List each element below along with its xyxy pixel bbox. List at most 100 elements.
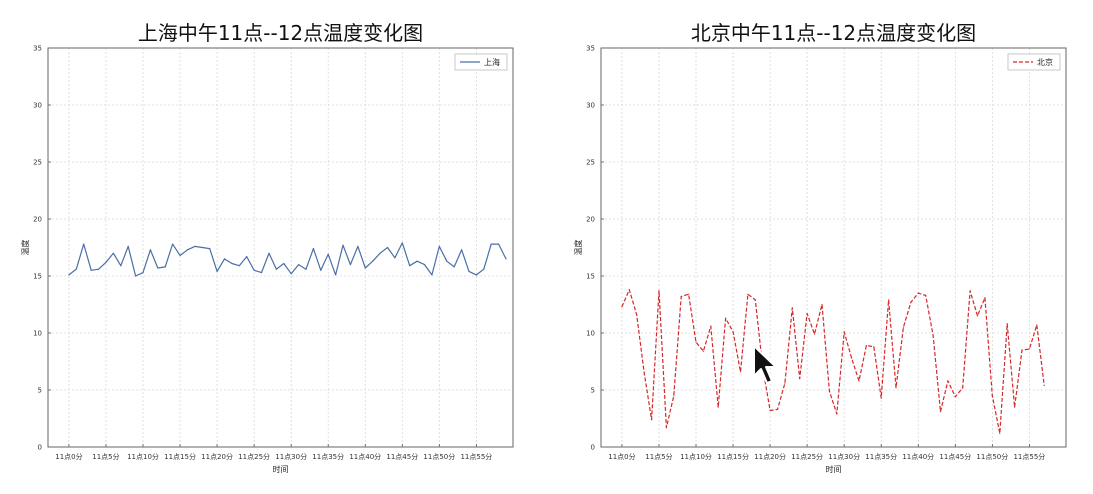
shanghai-data-point-27 (268, 252, 270, 254)
shanghai-data-point-56 (483, 268, 485, 270)
shanghai-data-point-8 (127, 245, 129, 247)
beijing-data-point-12 (710, 325, 712, 327)
beijing-data-point-51 (999, 432, 1001, 434)
beijing-data-point-41 (925, 294, 927, 296)
beijing-data-point-30 (843, 331, 845, 333)
beijing-ytick-label-30: 30 (586, 102, 595, 110)
beijing-data-point-56 (1036, 324, 1038, 326)
shanghai-data-point-36 (335, 274, 337, 276)
shanghai-data-point-20 (216, 270, 218, 273)
beijing-data-point-43 (939, 411, 942, 413)
beijing-xtick-label-8: 11点40分 (902, 452, 934, 461)
beijing-data-point-13 (717, 406, 719, 408)
shanghai-legend-box (454, 53, 508, 71)
beijing-data-point-39 (910, 301, 912, 303)
shanghai-data-point-34 (320, 269, 322, 271)
shanghai-data-point-41 (372, 260, 374, 262)
beijing-data-point-11 (702, 350, 705, 352)
shanghai-data-point-58 (498, 243, 500, 245)
beijing-xtick-label-7: 11点35分 (865, 452, 897, 461)
beijing-ytick-label-25: 25 (586, 159, 595, 167)
shanghai-data-point-45 (401, 242, 403, 244)
shanghai-xtick-label-1: 11点5分 (92, 452, 119, 461)
shanghai-y-axis-label: 温度 (20, 240, 30, 256)
shanghai-data-point-5 (105, 261, 107, 263)
shanghai-xtick-label-4: 11点20分 (201, 452, 233, 461)
beijing-data-point-31 (850, 357, 853, 359)
shanghai-data-point-24 (246, 256, 248, 258)
beijing-ytick-label-10: 10 (586, 330, 595, 338)
shanghai-data-point-28 (275, 268, 277, 270)
beijing-data-point-28 (828, 390, 830, 392)
shanghai-data-point-17 (194, 245, 196, 247)
shanghai-ytick-label-25: 25 (33, 159, 42, 167)
shanghai-xtick-label-8: 11点40分 (349, 452, 381, 461)
beijing-data-point-50 (991, 395, 993, 397)
shanghai-data-point-29 (283, 262, 285, 265)
beijing-data-point-7 (673, 395, 675, 397)
shanghai-data-point-51 (446, 260, 448, 262)
shanghai-ytick-label-20: 20 (33, 216, 42, 224)
beijing-xtick-label-6: 11点30分 (828, 452, 860, 461)
beijing-data-point-21 (776, 408, 779, 410)
beijing-data-point-2 (636, 314, 638, 316)
beijing-ytick-label-15: 15 (586, 273, 595, 281)
shanghai-data-point-30 (290, 273, 292, 275)
shanghai-data-point-47 (416, 260, 418, 262)
shanghai-xtick-label-10: 11点50分 (423, 452, 455, 461)
beijing-data-point-14 (725, 317, 727, 319)
shanghai-chart-panel: 上海中午11点--12点温度变化图 0 5 10 15 20 25 30 35 11点0分 11点5… (0, 0, 540, 494)
beijing-xtick-label-3: 11点15分 (717, 452, 749, 461)
beijing-ytick-label-0: 0 (591, 444, 595, 452)
shanghai-series-line-0 (68, 242, 507, 277)
shanghai-data-point-21 (223, 258, 226, 260)
shanghai-data-point-2 (83, 243, 85, 245)
shanghai-xtick-label-5: 11点25分 (238, 452, 270, 461)
shanghai-xtick-label-7: 11点35分 (312, 452, 344, 461)
shanghai-data-point-18 (201, 246, 203, 249)
shanghai-data-point-35 (327, 253, 329, 255)
beijing-xtick-label-10: 11点50分 (976, 452, 1008, 461)
beijing-x-axis-label: 时间 (826, 464, 842, 474)
shanghai-x-axis-label: 时间 (273, 464, 289, 474)
beijing-data-point-35 (880, 397, 882, 399)
beijing-chart-panel: 北京中午11点--12点温度变化图 0 5 10 15 20 25 30 35 11点0分 11点5… (553, 0, 1093, 494)
shanghai-data-point-4 (97, 268, 100, 270)
beijing-chart: 北京中午11点--12点温度变化图 0 5 10 15 20 25 30 35 11点0分 11点5… (573, 21, 1067, 474)
shanghai-data-point-49 (431, 274, 433, 276)
beijing-data-point-6 (665, 427, 667, 429)
shanghai-data-point-50 (438, 245, 440, 247)
beijing-data-point-9 (688, 293, 690, 295)
shanghai-xtick-label-6: 11点30分 (275, 452, 307, 461)
beijing-data-point-47 (969, 290, 971, 292)
shanghai-data-point-33 (312, 248, 315, 250)
beijing-data-point-33 (865, 344, 868, 347)
shanghai-data-point-22 (231, 262, 233, 265)
beijing-ytick-label-20: 20 (586, 216, 595, 224)
shanghai-data-point-23 (238, 265, 240, 267)
shanghai-data-point-57 (490, 243, 492, 245)
shanghai-data-point-16 (186, 249, 189, 251)
beijing-data-point-8 (680, 295, 682, 298)
beijing-data-point-44 (947, 380, 949, 382)
beijing-plot-frame (600, 47, 1067, 448)
shanghai-data-point-54 (468, 270, 470, 273)
shanghai-data-point-11 (149, 249, 152, 251)
beijing-ytick-label-35: 35 (586, 45, 595, 53)
beijing-data-point-5 (658, 290, 660, 292)
beijing-data-point-27 (821, 303, 823, 306)
beijing-data-point-26 (813, 333, 816, 335)
beijing-data-point-48 (976, 315, 979, 317)
beijing-data-point-23 (791, 307, 793, 309)
shanghai-xtick-label-2: 11点10分 (127, 452, 159, 461)
beijing-xtick-label-5: 11点25分 (791, 452, 823, 461)
shanghai-data-point-32 (305, 268, 307, 270)
shanghai-chart-title: 上海中午11点--12点温度变化图 (138, 21, 423, 45)
beijing-data-point-4 (650, 419, 653, 421)
beijing-data-point-25 (806, 313, 808, 315)
beijing-data-point-18 (754, 299, 756, 301)
shanghai-data-point-0 (68, 274, 70, 276)
beijing-data-point-32 (858, 380, 860, 382)
shanghai-data-point-59 (505, 258, 507, 260)
beijing-xtick-label-11: 11点55分 (1013, 452, 1045, 461)
